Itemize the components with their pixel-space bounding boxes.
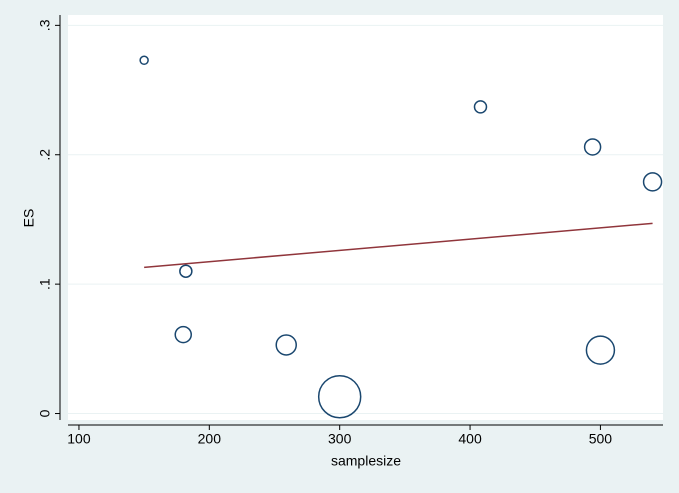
- bubble: [583, 138, 602, 156]
- y-tick-label: .3: [37, 19, 53, 31]
- x-tick-label: 500: [589, 431, 613, 447]
- y-tick-label: 0: [37, 409, 53, 417]
- bubble: [275, 334, 297, 356]
- x-tick-label: 400: [458, 431, 482, 447]
- bubble: [317, 374, 362, 419]
- bubble: [642, 172, 663, 192]
- fit-line: [144, 222, 653, 269]
- x-tick-label: 300: [328, 431, 352, 447]
- bubble: [174, 325, 192, 344]
- bubble: [585, 335, 616, 365]
- bubble: [179, 264, 193, 278]
- bubble: [139, 55, 149, 66]
- x-tick-label: 100: [67, 431, 91, 447]
- x-tick-label: 200: [198, 431, 222, 447]
- y-axis-label: ES: [21, 209, 37, 228]
- plot-area: [68, 15, 663, 420]
- y-tick-label: .2: [37, 149, 53, 161]
- bubble: [473, 100, 488, 114]
- y-tick-label: .1: [37, 278, 53, 290]
- x-axis-label: samplesize: [331, 453, 401, 469]
